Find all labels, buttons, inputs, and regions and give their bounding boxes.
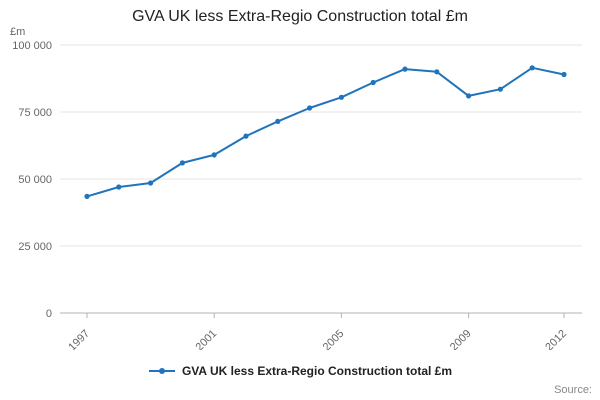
data-point-marker <box>497 86 503 92</box>
data-point-marker <box>338 94 344 100</box>
data-point-marker <box>84 193 90 199</box>
x-tick-label: 2001 <box>194 328 220 350</box>
data-point-marker <box>370 79 376 86</box>
y-tick-label: 50 000 <box>18 174 52 186</box>
x-tick-label: 2012 <box>543 328 569 350</box>
y-tick-label: 75 000 <box>18 107 52 119</box>
legend-item[interactable]: GVA UK less Extra-Regio Construction tot… <box>0 364 600 378</box>
data-point-marker <box>402 66 408 72</box>
series-line <box>86 66 565 198</box>
x-tick-label: 2009 <box>448 328 474 350</box>
data-point-marker <box>116 184 122 190</box>
chart-title: GVA UK less Extra-Regio Construction tot… <box>132 8 468 25</box>
data-point-marker <box>243 133 249 139</box>
y-tick-label: 0 <box>46 308 52 320</box>
data-point-marker <box>434 69 440 75</box>
data-point-marker <box>466 93 472 99</box>
data-point-marker <box>179 160 185 166</box>
y-tick-label: 25 000 <box>18 241 52 253</box>
data-point-marker <box>211 152 217 158</box>
legend-line-icon <box>148 368 175 374</box>
data-point-marker <box>148 180 154 186</box>
data-point-marker <box>307 105 313 111</box>
x-tick-label: 2005 <box>321 328 347 350</box>
data-point-marker <box>275 118 281 124</box>
x-tick-label: 1997 <box>66 328 92 350</box>
data-point-marker <box>561 71 567 78</box>
source-label: Source: <box>554 384 592 396</box>
y-axis-unit-label: £m <box>10 26 26 38</box>
line-chart: 0 25 000 50 000 75 000 100 000 1997 2001 2005 20… <box>12 40 582 350</box>
y-tick-label: 100 000 <box>12 40 52 52</box>
data-point-marker <box>529 65 535 71</box>
legend-label: GVA UK less Extra-Regio Construction tot… <box>181 364 453 378</box>
